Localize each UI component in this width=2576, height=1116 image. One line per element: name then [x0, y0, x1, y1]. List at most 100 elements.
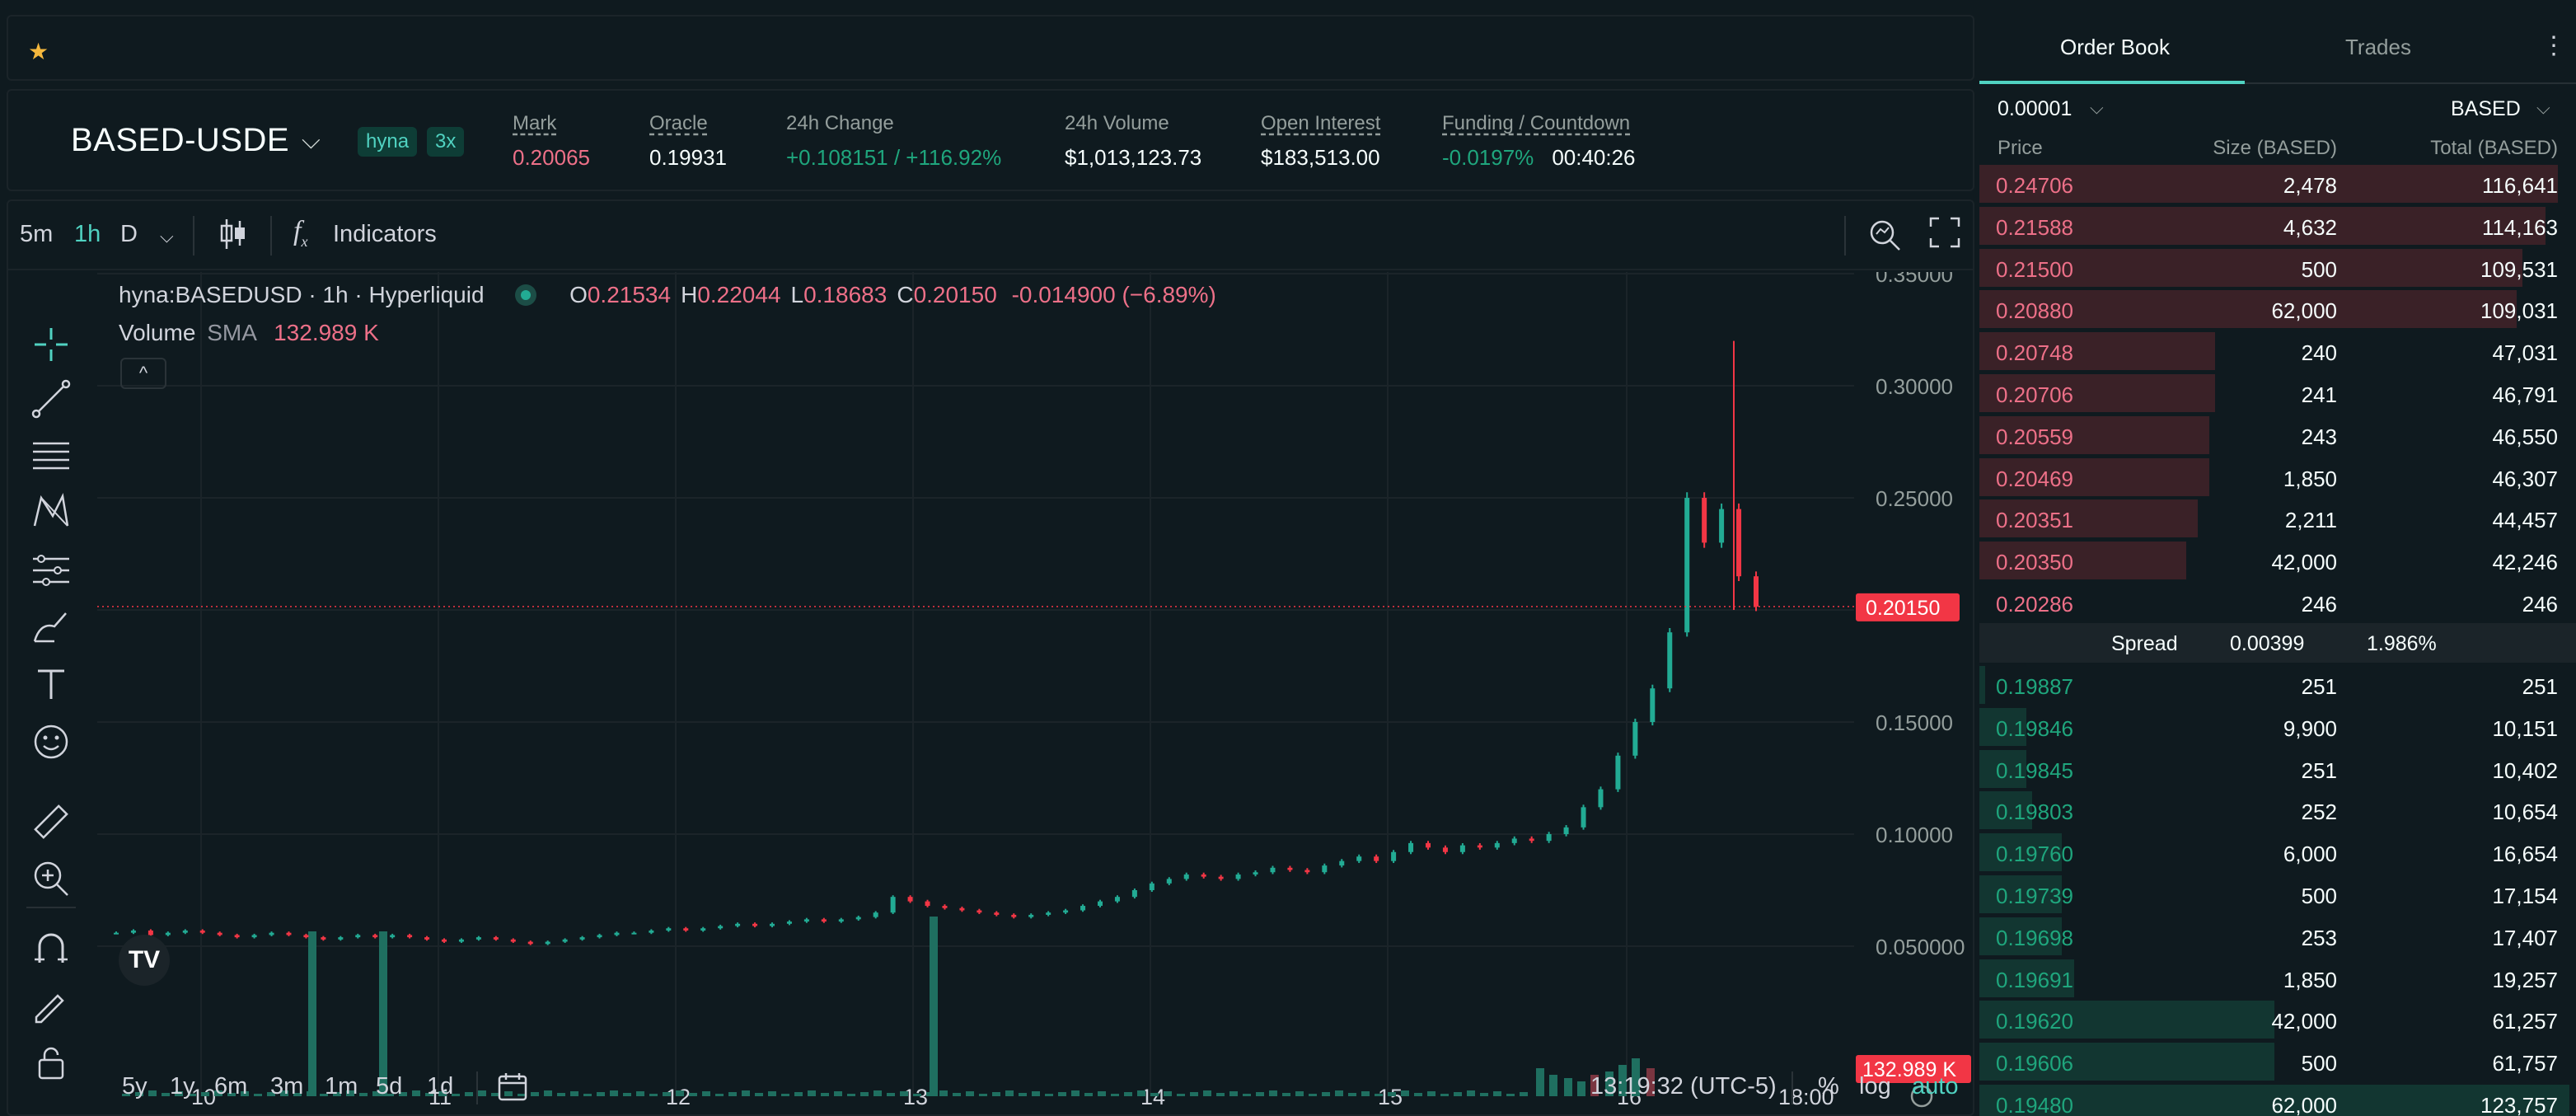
- range-5d[interactable]: 5d: [376, 1073, 403, 1100]
- size-cell: 6,000: [2283, 842, 2337, 867]
- stat-open-interest[interactable]: Open Interest $183,513.00: [1261, 112, 1380, 171]
- ask-row[interactable]: 0.20880 62,000 109,031: [1979, 288, 2576, 330]
- unit-select[interactable]: BASED: [2451, 97, 2521, 120]
- bid-row[interactable]: 0.19887 251 251: [1979, 664, 2576, 706]
- interval-1h[interactable]: 1h: [74, 221, 101, 247]
- percent-toggle[interactable]: %: [1818, 1073, 1839, 1100]
- volume-bar: [1216, 1093, 1225, 1096]
- candle-body: [1719, 509, 1725, 543]
- volume-bar: [135, 1092, 143, 1096]
- bid-row[interactable]: 0.19739 500 17,154: [1979, 874, 2576, 915]
- ask-row[interactable]: 0.24706 2,478 116,641: [1979, 163, 2576, 204]
- range-6m[interactable]: 6m: [214, 1073, 248, 1100]
- candle-body: [579, 937, 585, 940]
- x-tick-label: 11: [429, 1085, 452, 1109]
- candle-type-icon[interactable]: [219, 218, 247, 257]
- stat-funding-countdown[interactable]: Funding / Countdown -0.0197% 00:40:26: [1442, 112, 1636, 171]
- chart-bottom-bar: 5y 1y 6m 3m 1m 5d 1d 13:19:32 (UTC-5) % log au…: [8, 1062, 1973, 1116]
- auto-toggle[interactable]: auto: [1912, 1073, 1959, 1100]
- indicators-button[interactable]: Indicators: [333, 221, 437, 247]
- volume-bar: [768, 1091, 776, 1096]
- bid-row[interactable]: 0.19691 1,850 19,257: [1979, 958, 2576, 999]
- collapse-legend-button[interactable]: ^: [120, 358, 166, 389]
- candle-body: [821, 919, 827, 922]
- candle-body: [355, 935, 361, 938]
- magnet-icon[interactable]: [26, 925, 76, 971]
- more-options-icon[interactable]: ⋮: [2541, 32, 2566, 59]
- volume-bar: [1071, 1090, 1080, 1096]
- clock-time[interactable]: 13:19:32 (UTC-5): [1590, 1073, 1777, 1100]
- volume-bar: [1605, 1071, 1614, 1096]
- bid-row[interactable]: 0.19620 42,000 61,257: [1979, 999, 2576, 1040]
- zoom-search-icon[interactable]: [1867, 216, 1902, 259]
- zoom-in-icon[interactable]: [26, 856, 76, 902]
- ask-row[interactable]: 0.20559 243 46,550: [1979, 415, 2576, 456]
- text-icon[interactable]: [26, 661, 76, 707]
- ask-row[interactable]: 0.20350 42,000 42,246: [1979, 540, 2576, 581]
- volume-bar: [847, 1094, 855, 1096]
- ask-row[interactable]: 0.20351 2,211 44,457: [1979, 498, 2576, 539]
- range-1m[interactable]: 1m: [325, 1073, 358, 1100]
- tick-size-select[interactable]: 0.00001: [1998, 97, 2073, 120]
- fullscreen-icon[interactable]: [1928, 216, 1961, 256]
- bid-row[interactable]: 0.19803 252 10,654: [1979, 790, 2576, 831]
- crosshair-icon[interactable]: [26, 321, 76, 368]
- range-1d[interactable]: 1d: [427, 1073, 454, 1100]
- tab-order-book[interactable]: Order Book: [2060, 35, 2170, 59]
- volume-bar: [201, 1092, 209, 1096]
- volume-bar: [649, 1094, 658, 1096]
- tradingview-logo[interactable]: TV: [119, 935, 170, 986]
- bid-row[interactable]: 0.19845 251 10,402: [1979, 748, 2576, 790]
- date-range-icon[interactable]: [496, 1070, 529, 1109]
- candle-body: [890, 897, 896, 913]
- legend-title: hyna:BASEDUSD · 1h · Hyperliquid O0.2153…: [119, 282, 1216, 308]
- candle-body: [1201, 874, 1206, 877]
- chevron-down-icon[interactable]: ⌵: [302, 127, 321, 154]
- draw-lock-icon[interactable]: [26, 982, 76, 1029]
- pattern-icon[interactable]: [26, 488, 76, 534]
- bid-row[interactable]: 0.19698 253 17,407: [1979, 916, 2576, 957]
- interval-5m[interactable]: 5m: [20, 221, 54, 247]
- chevron-down-icon[interactable]: ⌵: [2090, 97, 2104, 118]
- range-5y[interactable]: 5y: [122, 1073, 148, 1100]
- bid-row[interactable]: 0.19846 9,900 10,151: [1979, 706, 2576, 748]
- ask-row[interactable]: 0.21588 4,632 114,163: [1979, 205, 2576, 246]
- trendline-icon[interactable]: [26, 376, 76, 422]
- bid-row[interactable]: 0.19760 6,000 16,654: [1979, 832, 2576, 873]
- chart-canvas[interactable]: 0.350000.300000.250000.200000.150000.100…: [97, 262, 1971, 1116]
- stat-oracle[interactable]: Oracle 0.19931: [649, 112, 727, 171]
- size-cell: 2,211: [2284, 508, 2337, 533]
- price-chart[interactable]: 0.350000.300000.250000.200000.150000.100…: [97, 262, 1971, 1116]
- interval-dropdown-icon[interactable]: ⌵: [160, 226, 174, 246]
- stat-mark[interactable]: Mark 0.20065: [513, 112, 590, 171]
- projection-icon[interactable]: [26, 547, 76, 593]
- bid-row[interactable]: 0.19606 500 61,757: [1979, 1041, 2576, 1082]
- tab-trades[interactable]: Trades: [2345, 35, 2411, 59]
- interval-d[interactable]: D: [120, 221, 138, 247]
- settings-icon[interactable]: [1910, 1085, 1933, 1108]
- log-toggle[interactable]: log: [1859, 1073, 1891, 1100]
- lock-icon[interactable]: [26, 1040, 76, 1086]
- star-icon[interactable]: ★: [28, 39, 49, 64]
- market-symbol[interactable]: BASED-USDE: [71, 122, 290, 158]
- ask-row[interactable]: 0.20286 246 246: [1979, 582, 2576, 623]
- candle-body: [475, 937, 481, 940]
- fib-retracement-icon[interactable]: [26, 434, 76, 480]
- ask-row[interactable]: 0.20469 1,850 46,307: [1979, 457, 2576, 498]
- ohlc-value: 0.20150: [913, 282, 997, 307]
- ruler-icon[interactable]: [26, 799, 76, 846]
- volume-bar: [1361, 1091, 1370, 1096]
- range-1y[interactable]: 1y: [170, 1073, 195, 1100]
- brush-icon[interactable]: [26, 603, 76, 649]
- chevron-down-icon[interactable]: ⌵: [2536, 97, 2550, 118]
- ask-row[interactable]: 0.21500 500 109,531: [1979, 247, 2576, 288]
- range-3m[interactable]: 3m: [270, 1073, 304, 1100]
- price-cell: 0.20748: [1996, 340, 2073, 366]
- ask-row[interactable]: 0.20706 241 46,791: [1979, 373, 2576, 414]
- emoji-icon[interactable]: [26, 719, 76, 765]
- ask-row[interactable]: 0.20748 240 47,031: [1979, 331, 2576, 372]
- bid-row[interactable]: 0.19480 62,000 123,757: [1979, 1083, 2576, 1116]
- size-cell: 500: [2301, 1051, 2337, 1076]
- size-cell: 251: [2301, 757, 2337, 783]
- indicators-icon[interactable]: fx: [293, 216, 308, 250]
